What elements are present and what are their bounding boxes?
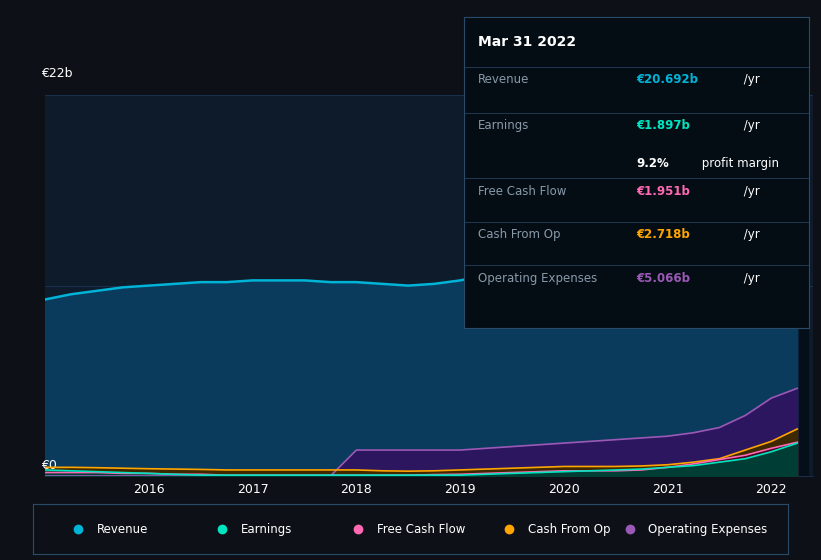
- Text: €0: €0: [41, 459, 57, 472]
- Text: /yr: /yr: [740, 119, 759, 132]
- Text: Cash From Op: Cash From Op: [528, 522, 610, 536]
- Text: €20.692b: €20.692b: [636, 73, 699, 86]
- Text: /yr: /yr: [740, 272, 759, 284]
- Text: /yr: /yr: [740, 73, 759, 86]
- Text: /yr: /yr: [740, 185, 759, 198]
- Text: Cash From Op: Cash From Op: [478, 228, 560, 241]
- Text: €2.718b: €2.718b: [636, 228, 690, 241]
- Text: Mar 31 2022: Mar 31 2022: [478, 35, 576, 49]
- Text: Earnings: Earnings: [241, 522, 292, 536]
- Text: /yr: /yr: [740, 228, 759, 241]
- Text: €1.951b: €1.951b: [636, 185, 690, 198]
- Text: €22b: €22b: [41, 67, 73, 80]
- Text: Free Cash Flow: Free Cash Flow: [377, 522, 465, 536]
- Text: €1.897b: €1.897b: [636, 119, 690, 132]
- Text: 9.2%: 9.2%: [636, 157, 669, 170]
- Text: Operating Expenses: Operating Expenses: [649, 522, 768, 536]
- Text: Revenue: Revenue: [97, 522, 149, 536]
- Text: Free Cash Flow: Free Cash Flow: [478, 185, 566, 198]
- Text: Earnings: Earnings: [478, 119, 529, 132]
- Text: profit margin: profit margin: [699, 157, 779, 170]
- Text: €5.066b: €5.066b: [636, 272, 690, 284]
- Text: Operating Expenses: Operating Expenses: [478, 272, 597, 284]
- Text: Revenue: Revenue: [478, 73, 529, 86]
- Bar: [667, 95, 808, 476]
